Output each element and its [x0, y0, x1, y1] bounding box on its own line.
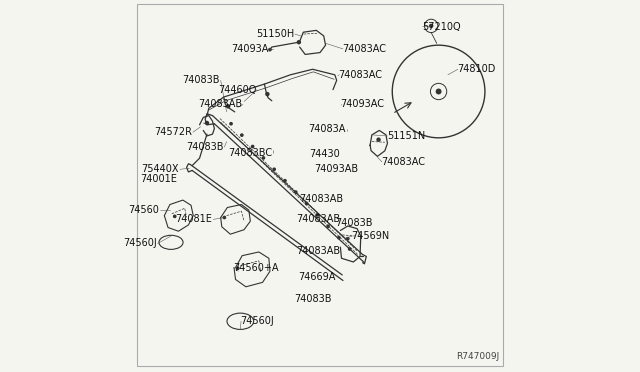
Text: 74083B: 74083B	[186, 142, 223, 152]
Circle shape	[429, 24, 433, 28]
Text: 74083AC: 74083AC	[381, 157, 425, 167]
Text: 74083A: 74083A	[308, 124, 346, 134]
Text: 75440X: 75440X	[141, 164, 179, 174]
Text: 74083BC: 74083BC	[228, 148, 272, 158]
Circle shape	[205, 121, 209, 125]
Text: 74430: 74430	[309, 150, 340, 160]
Text: 74083AB: 74083AB	[198, 99, 242, 109]
Text: 74560J: 74560J	[240, 316, 274, 326]
Text: 74001E: 74001E	[140, 174, 177, 184]
Text: 74569N: 74569N	[351, 231, 390, 241]
Circle shape	[326, 224, 330, 228]
Text: 74093A: 74093A	[231, 44, 268, 54]
Text: 74083AB: 74083AB	[296, 246, 340, 256]
Circle shape	[226, 104, 230, 109]
Circle shape	[262, 156, 265, 160]
Circle shape	[173, 215, 177, 218]
Circle shape	[251, 145, 255, 148]
Circle shape	[223, 216, 226, 219]
Circle shape	[376, 137, 381, 142]
Text: R747009J: R747009J	[456, 352, 500, 361]
Text: 51150H: 51150H	[256, 29, 294, 39]
Circle shape	[346, 237, 349, 240]
Text: 51151N: 51151N	[387, 131, 425, 141]
Text: 74083AB: 74083AB	[300, 194, 344, 204]
Circle shape	[337, 236, 340, 240]
Circle shape	[436, 89, 442, 94]
Circle shape	[305, 202, 308, 205]
Circle shape	[348, 247, 351, 251]
Circle shape	[294, 190, 298, 194]
Circle shape	[283, 179, 287, 183]
Text: 74083AC: 74083AC	[339, 70, 383, 80]
Circle shape	[229, 122, 233, 126]
Circle shape	[236, 266, 239, 270]
Text: 74460Q: 74460Q	[219, 85, 257, 94]
Text: 74560J: 74560J	[123, 238, 157, 248]
Text: 74560+A: 74560+A	[233, 263, 278, 273]
Text: 74081E: 74081E	[175, 214, 212, 224]
Text: 74083AB: 74083AB	[296, 214, 340, 224]
Circle shape	[297, 40, 301, 44]
Text: 74093AB: 74093AB	[314, 164, 358, 174]
Text: 74669A: 74669A	[298, 272, 335, 282]
Text: 74560: 74560	[128, 205, 159, 215]
Text: 57210Q: 57210Q	[422, 22, 461, 32]
Text: 74083B: 74083B	[294, 294, 332, 304]
Circle shape	[265, 92, 269, 96]
Text: 74083B: 74083B	[335, 218, 372, 228]
Text: 74083AC: 74083AC	[342, 44, 386, 54]
Circle shape	[268, 48, 272, 51]
Circle shape	[240, 133, 244, 137]
Circle shape	[273, 167, 276, 171]
Text: 74093AC: 74093AC	[340, 99, 385, 109]
Circle shape	[316, 213, 319, 217]
Text: 74810D: 74810D	[457, 64, 495, 74]
Text: 74083B: 74083B	[182, 76, 220, 86]
Text: 74572R: 74572R	[154, 127, 192, 137]
